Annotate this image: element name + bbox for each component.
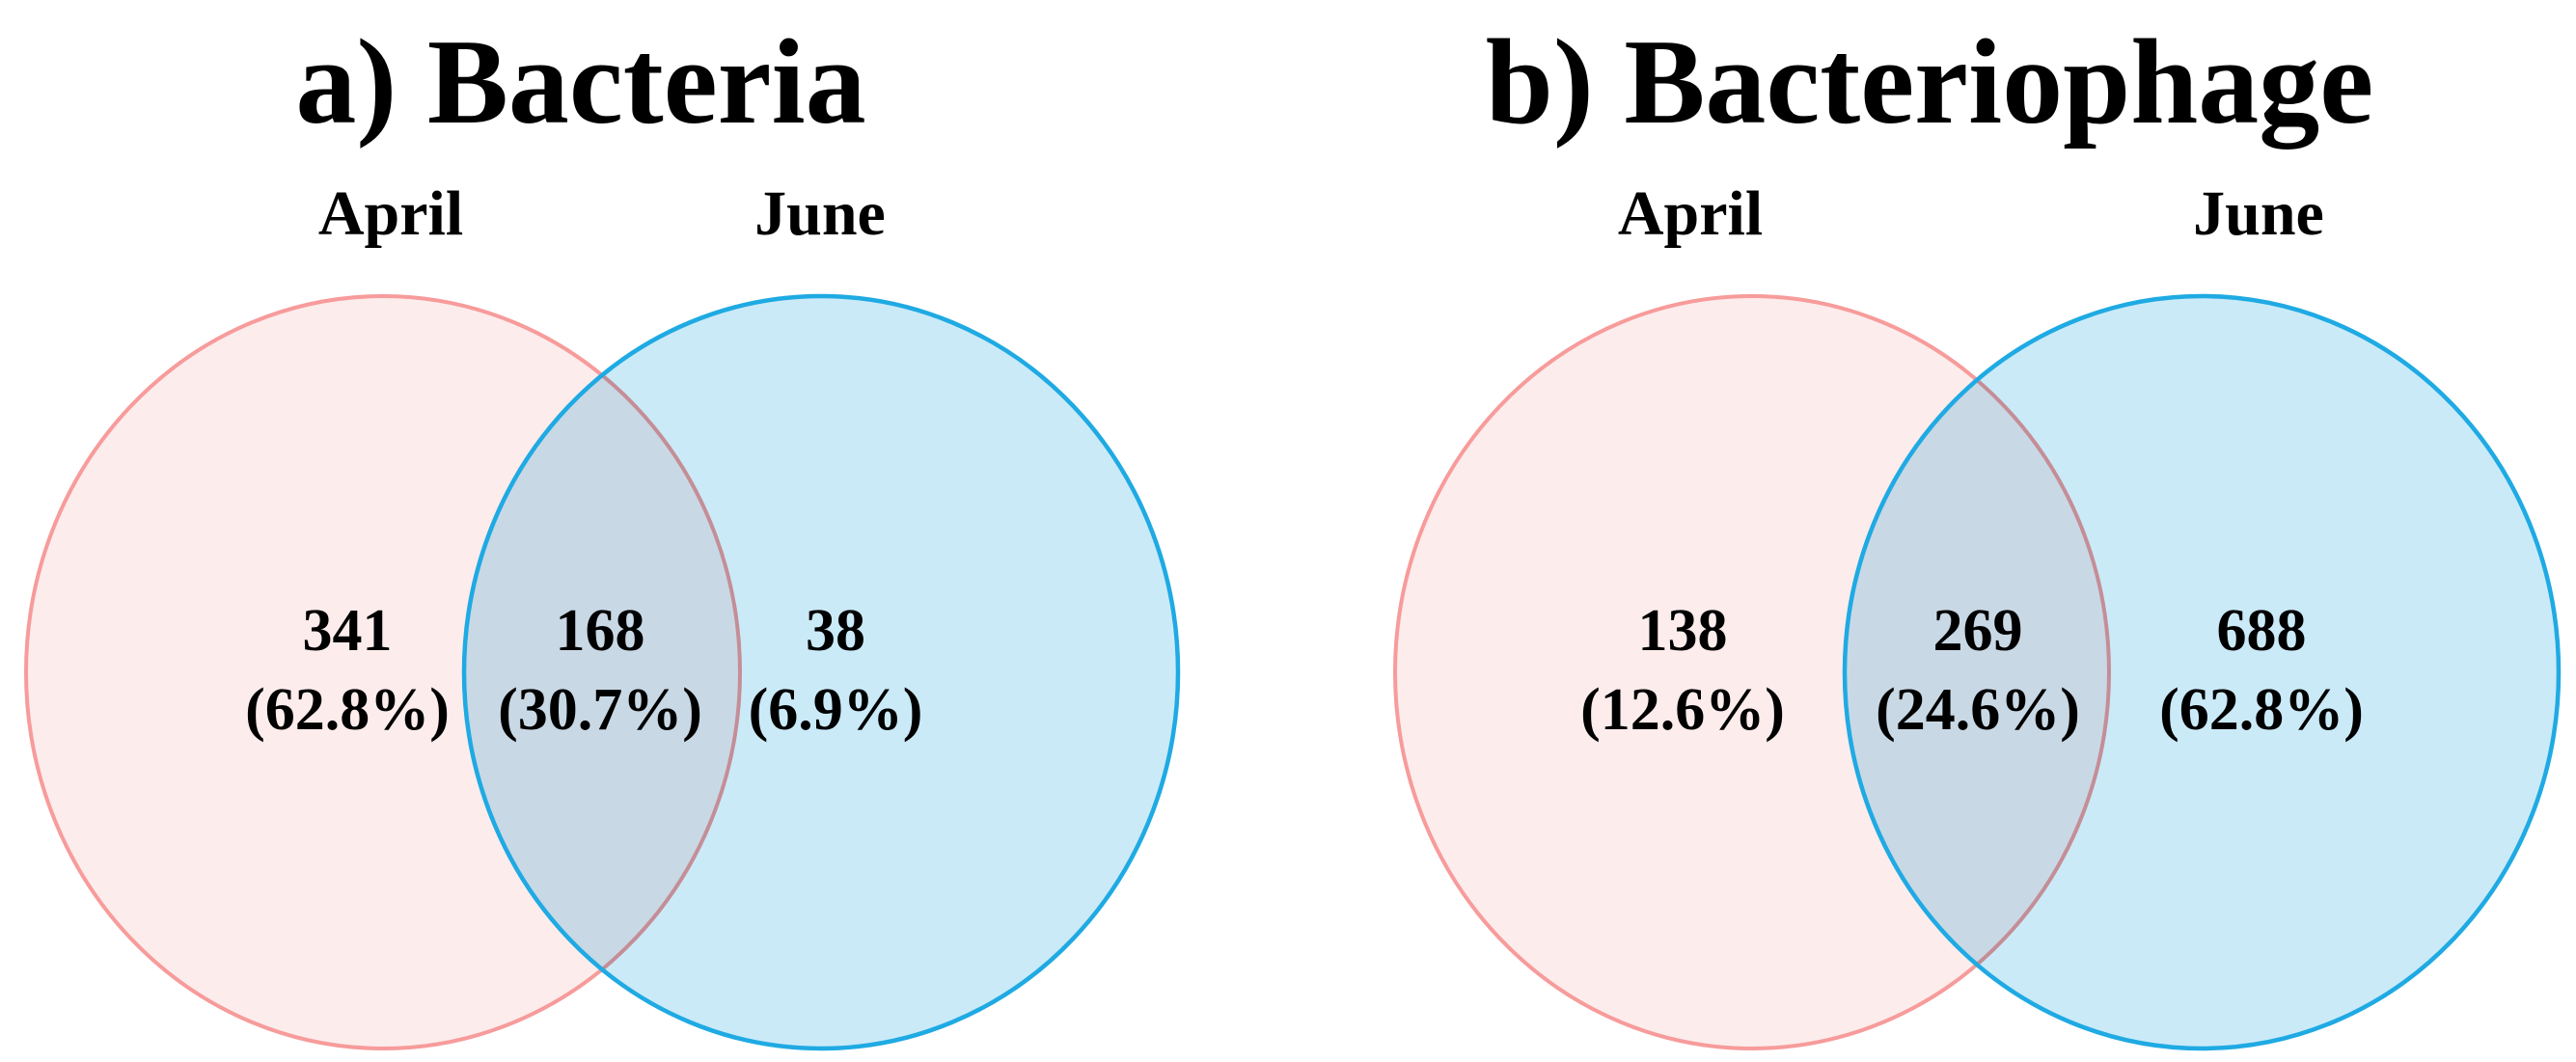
panel-a: a) Bacteria April June 341 (62.8%) 168 (… xyxy=(24,15,1181,1051)
panel-a-region-april-only: 341 (62.8%) xyxy=(245,598,450,743)
region-value: 341 xyxy=(303,598,393,664)
panel-b: b) Bacteriophage April June 138 (12.6%) … xyxy=(1393,15,2562,1051)
panel-b-region-april-only: 138 (12.6%) xyxy=(1580,598,1785,743)
panel-a-june-circle-outline xyxy=(461,293,1181,1051)
panel-a-june-label: June xyxy=(754,178,886,249)
region-percent: (24.6%) xyxy=(1876,677,2080,743)
region-value: 168 xyxy=(556,598,645,664)
region-value: 269 xyxy=(1933,598,2023,664)
panel-b-june-circle xyxy=(1845,296,2559,1048)
panel-b-april-label: April xyxy=(1618,178,1763,249)
panel-b-title: b) Bacteriophage xyxy=(1486,15,2373,150)
panel-b-june-circle-outline xyxy=(1842,293,2562,1051)
region-value: 688 xyxy=(2217,598,2307,664)
region-percent: (62.8%) xyxy=(2159,677,2364,743)
panel-a-region-june-only: 38 (6.9%) xyxy=(749,598,923,743)
panel-a-title: a) Bacteria xyxy=(295,15,865,150)
panel-b-region-overlap: 269 (24.6%) xyxy=(1876,598,2080,743)
region-percent: (30.7%) xyxy=(498,677,702,743)
region-percent: (12.6%) xyxy=(1580,677,1785,743)
panel-b-june-label: June xyxy=(2193,178,2324,249)
region-value: 38 xyxy=(806,598,865,664)
panel-a-april-label: April xyxy=(318,178,463,249)
panel-b-region-june-only: 688 (62.8%) xyxy=(2159,598,2364,743)
region-percent: (6.9%) xyxy=(749,677,923,743)
region-percent: (62.8%) xyxy=(245,677,450,743)
panel-a-region-overlap: 168 (30.7%) xyxy=(498,598,702,743)
panel-a-june-circle xyxy=(464,296,1178,1048)
region-value: 138 xyxy=(1638,598,1728,664)
